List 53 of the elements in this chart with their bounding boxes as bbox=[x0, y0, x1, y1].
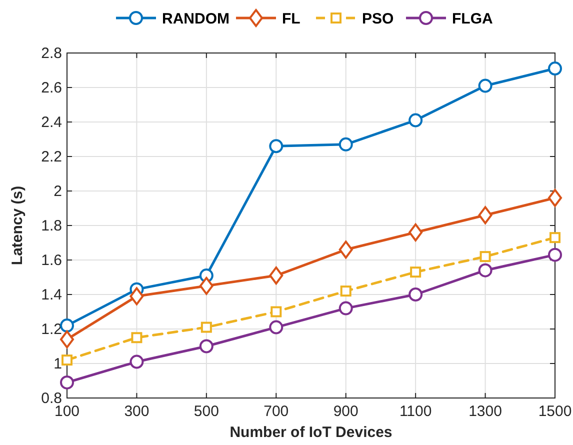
point bbox=[408, 113, 423, 128]
y-tick-label: 2.4 bbox=[41, 114, 62, 131]
point bbox=[130, 354, 144, 369]
y-tick-label: 2.6 bbox=[41, 80, 62, 96]
point bbox=[410, 266, 422, 278]
point bbox=[131, 332, 142, 344]
point bbox=[338, 240, 353, 259]
y-tick-label: 1.6 bbox=[41, 252, 62, 269]
point bbox=[478, 206, 492, 224]
legend-label: FLGA bbox=[452, 10, 493, 28]
point bbox=[338, 301, 353, 316]
point bbox=[340, 286, 352, 297]
point bbox=[62, 354, 72, 366]
point bbox=[480, 251, 491, 262]
x-tick-label: 1500 bbox=[538, 403, 572, 420]
point bbox=[199, 276, 214, 295]
y-tick-label: 1 bbox=[54, 356, 62, 372]
point bbox=[338, 137, 353, 152]
y-tick-label: 2 bbox=[54, 183, 62, 200]
x-tick-label: 1100 bbox=[399, 403, 432, 420]
x-tick-label: 1300 bbox=[468, 403, 502, 420]
point bbox=[269, 266, 284, 285]
x-tick-label: 300 bbox=[124, 403, 150, 420]
point bbox=[269, 320, 284, 334]
point bbox=[130, 287, 144, 306]
x-tick-label: 700 bbox=[264, 403, 289, 420]
x-tick-label: 900 bbox=[333, 403, 358, 420]
point bbox=[478, 263, 492, 278]
point bbox=[60, 375, 74, 390]
point bbox=[548, 62, 562, 76]
y-tick-label: 2.2 bbox=[41, 148, 62, 166]
point bbox=[60, 318, 74, 333]
legend-label: RANDOM bbox=[162, 10, 230, 28]
point bbox=[200, 322, 212, 333]
x-tick-label: 500 bbox=[194, 403, 219, 420]
point bbox=[199, 339, 214, 354]
point bbox=[60, 330, 74, 348]
legend-label: PSO bbox=[362, 10, 394, 28]
y-tick-label: 1.2 bbox=[41, 321, 62, 338]
point bbox=[548, 188, 562, 207]
point bbox=[408, 288, 423, 302]
point bbox=[269, 139, 284, 154]
point bbox=[408, 223, 423, 242]
x-axis-title: Number of IoT Devices bbox=[230, 424, 392, 441]
y-tick-label: 1.8 bbox=[41, 218, 62, 234]
legend-label: FL bbox=[282, 10, 300, 28]
point bbox=[478, 78, 492, 93]
point bbox=[550, 232, 560, 244]
y-tick-label: 2.8 bbox=[41, 45, 62, 62]
point bbox=[270, 306, 282, 318]
y-axis-title: Latency (s) bbox=[9, 186, 26, 266]
y-tick-label: 1.4 bbox=[41, 286, 62, 304]
point bbox=[548, 248, 562, 262]
